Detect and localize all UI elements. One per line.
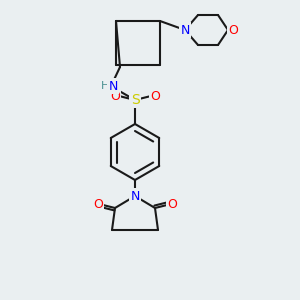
Text: S: S [130, 93, 140, 107]
Text: N: N [108, 80, 118, 92]
Text: O: O [150, 89, 160, 103]
Text: O: O [167, 199, 177, 212]
Text: O: O [110, 89, 120, 103]
Text: H: H [101, 81, 109, 91]
Text: N: N [130, 190, 140, 202]
Text: O: O [228, 23, 238, 37]
Text: N: N [180, 23, 190, 37]
Text: O: O [93, 199, 103, 212]
